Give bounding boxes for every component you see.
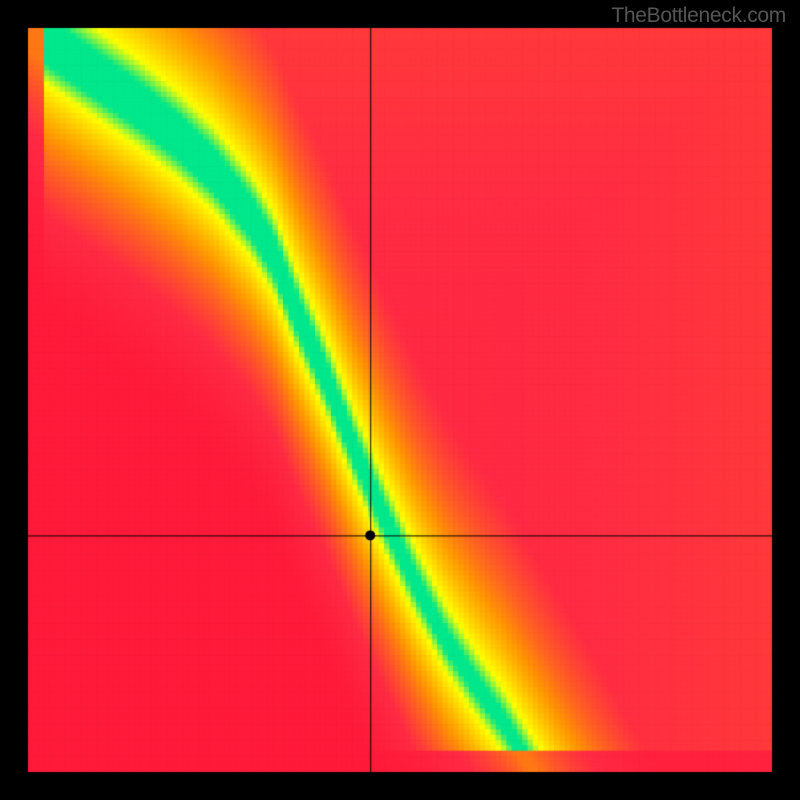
watermark-text: TheBottleneck.com <box>611 4 786 28</box>
heatmap-canvas <box>0 0 800 800</box>
chart-container: TheBottleneck.com <box>0 0 800 800</box>
